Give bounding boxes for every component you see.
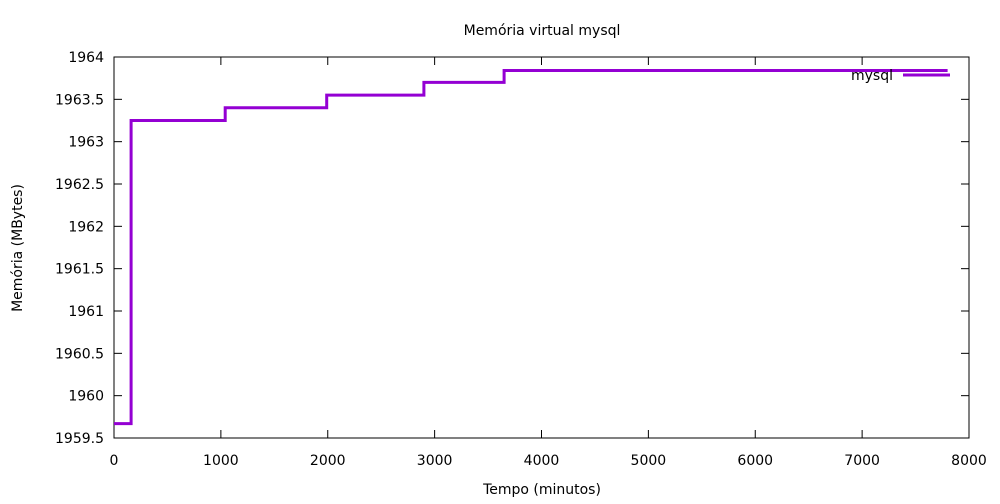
chart-title: Memória virtual mysql [464,23,621,39]
y-tick-label: 1961.5 [55,262,104,278]
x-axis-label: Tempo (minutos) [482,482,601,498]
x-tick-label: 4000 [524,453,560,469]
x-tick-label: 3000 [417,453,453,469]
plot-area-frame [113,56,970,439]
y-tick-label: 1960 [68,389,104,405]
y-tick-label: 1962.5 [55,177,104,193]
x-axis-ticks: 0 1000 2000 3000 4000 5000 6000 7000 8000 [110,57,987,469]
y-tick-label: 1959.5 [55,431,104,447]
y-tick-label: 1962 [68,219,104,235]
y-tick-label: 1963.5 [55,92,104,108]
y-tick-label: 1961 [68,304,104,320]
x-tick-label: 7000 [844,453,880,469]
y-tick-label: 1960.5 [55,346,104,362]
series-layer [114,69,948,426]
x-tick-label: 6000 [737,453,773,469]
x-tick-label: 1000 [203,453,239,469]
y-axis-ticks: 1959.5 1960 1960.5 1961 1961.5 1962 1962.5 1963… [55,50,969,447]
y-tick-label: 1963 [68,135,104,151]
legend-label: mysql [851,68,893,84]
series-line-mysql [114,69,948,426]
x-tick-label: 2000 [310,453,346,469]
x-tick-label: 8000 [951,453,987,469]
y-tick-label: 1964 [68,50,104,66]
legend: mysql [851,68,950,84]
x-tick-label: 5000 [631,453,667,469]
y-axis-label: Memória (MBytes) [10,184,26,312]
x-tick-label: 0 [110,453,119,469]
